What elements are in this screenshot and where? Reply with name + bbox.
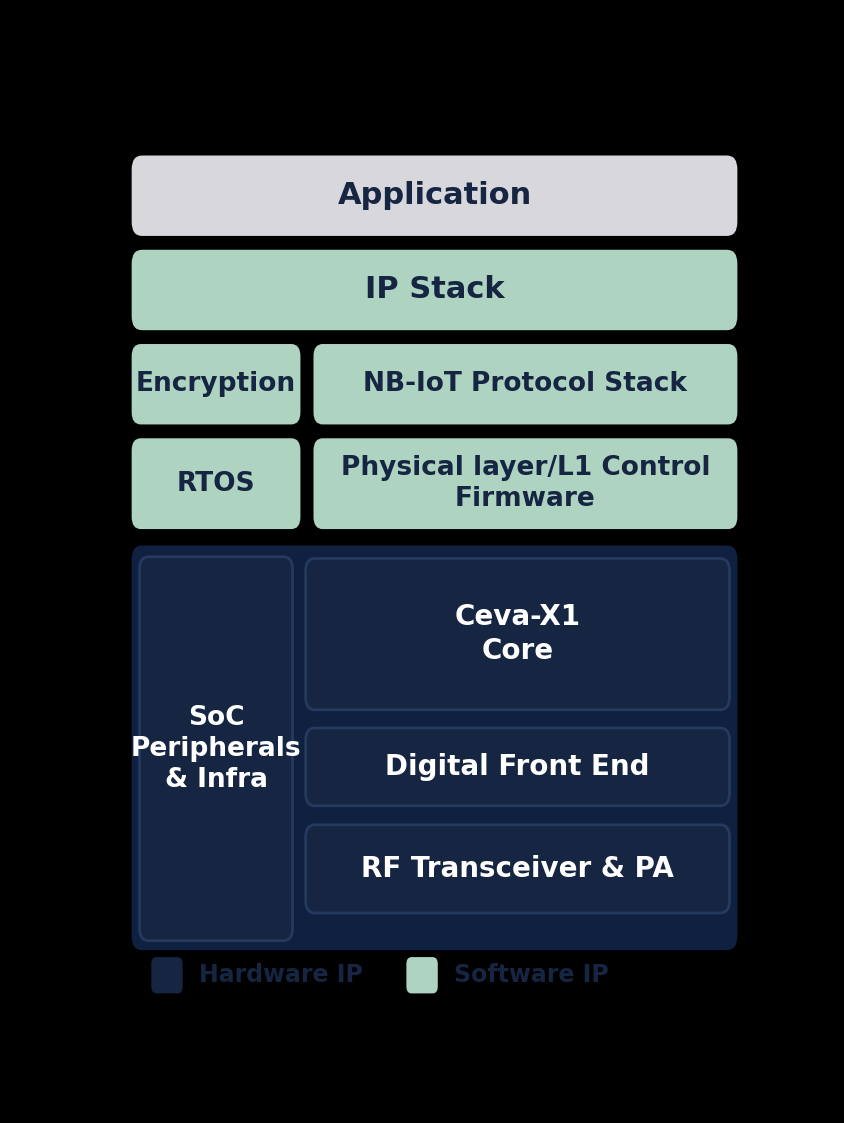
- FancyBboxPatch shape: [306, 558, 729, 710]
- Text: Physical layer/L1 Control
Firmware: Physical layer/L1 Control Firmware: [341, 455, 710, 512]
- FancyBboxPatch shape: [132, 546, 738, 950]
- Text: RF Transceiver & PA: RF Transceiver & PA: [361, 855, 674, 883]
- Text: Application: Application: [338, 181, 532, 210]
- Text: Software IP: Software IP: [454, 964, 609, 987]
- Text: Digital Front End: Digital Front End: [386, 752, 650, 780]
- FancyBboxPatch shape: [132, 249, 738, 330]
- Text: NB-IoT Protocol Stack: NB-IoT Protocol Stack: [364, 372, 687, 398]
- FancyBboxPatch shape: [132, 344, 300, 424]
- Text: Hardware IP: Hardware IP: [199, 964, 363, 987]
- FancyBboxPatch shape: [151, 957, 182, 994]
- FancyBboxPatch shape: [313, 438, 738, 529]
- Text: SoC
Peripherals
& Infra: SoC Peripherals & Infra: [131, 705, 301, 793]
- FancyBboxPatch shape: [132, 438, 300, 529]
- FancyBboxPatch shape: [132, 155, 738, 236]
- Text: RTOS: RTOS: [176, 471, 256, 496]
- FancyBboxPatch shape: [313, 344, 738, 424]
- FancyBboxPatch shape: [306, 824, 729, 913]
- FancyBboxPatch shape: [306, 728, 729, 806]
- Text: Ceva-X1
Core: Ceva-X1 Core: [455, 603, 581, 665]
- Text: Encryption: Encryption: [136, 372, 296, 398]
- Text: IP Stack: IP Stack: [365, 275, 505, 304]
- FancyBboxPatch shape: [139, 557, 293, 941]
- FancyBboxPatch shape: [407, 957, 438, 994]
